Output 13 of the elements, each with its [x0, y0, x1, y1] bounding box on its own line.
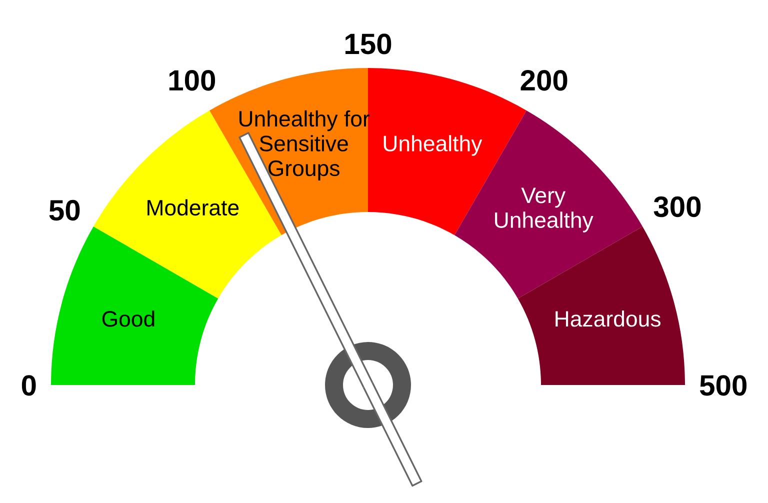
slice-label: Good — [102, 310, 154, 327]
text: 150 — [346, 34, 392, 54]
text: 50 — [49, 200, 80, 221]
slice-label: Unhealthy for Sensitive Groups — [239, 110, 370, 181]
slice-label: Moderate — [148, 199, 239, 216]
slice-label: Very Unhealthy — [495, 188, 594, 232]
text: 0 — [22, 375, 36, 396]
slice-label: Unhealthy — [384, 135, 482, 156]
text: 300 — [654, 196, 701, 218]
slice-label: Hazardous — [556, 310, 660, 327]
text: 200 — [520, 70, 568, 91]
text: 100 — [169, 70, 216, 91]
text: 500 — [700, 375, 747, 396]
